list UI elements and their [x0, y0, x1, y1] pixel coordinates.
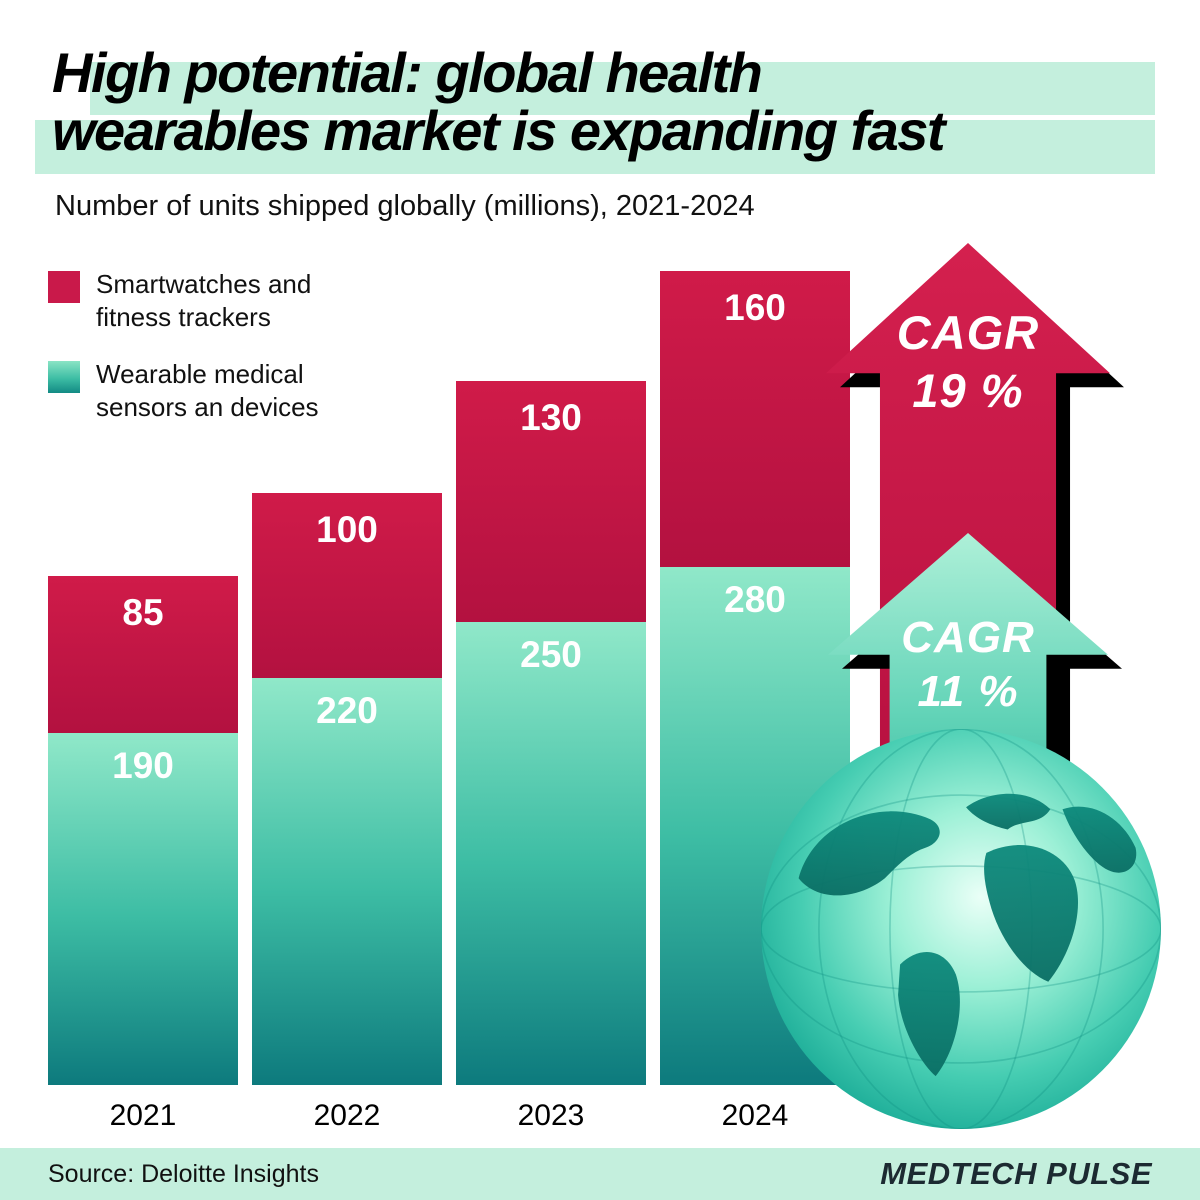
- legend-item-smartwatches: Smartwatches and fitness trackers: [48, 268, 368, 334]
- bar-segment-sensors-2023: 250: [456, 622, 646, 1085]
- bar-value-smartwatches-2022: 100: [316, 509, 378, 550]
- bar-group-2023: 130 250 2023: [456, 381, 646, 1132]
- bar-group-2022: 100 220 2022: [252, 493, 442, 1132]
- bar-chart: 85 190 2021 100 220 2022 130 250 2023 160 280 2024: [48, 245, 850, 1132]
- footer-bar: Source: Deloitte Insights MEDTECH PULSE: [0, 1148, 1200, 1200]
- globe-icon: [761, 729, 1161, 1129]
- source-credit: Source: Deloitte Insights: [48, 1159, 319, 1188]
- title-highlight-band-2: [35, 120, 1155, 174]
- bar-value-smartwatches-2021: 85: [122, 592, 164, 633]
- cagr-red-value: 19 %: [912, 364, 1024, 417]
- bar-segment-smartwatches-2023: 130: [456, 381, 646, 622]
- legend-swatch-teal: [48, 361, 80, 393]
- brand-logo: MEDTECH PULSE: [880, 1156, 1152, 1191]
- bar-segment-smartwatches-2021: 85: [48, 576, 238, 733]
- bar-segment-sensors-2021: 190: [48, 733, 238, 1085]
- page-title-line-2: wearables market is expanding fast: [52, 99, 946, 162]
- legend-label-sensors: Wearable medical sensors an devices: [96, 359, 319, 422]
- bar-value-sensors-2021: 190: [112, 745, 174, 786]
- x-axis-label-2023: 2023: [517, 1099, 585, 1132]
- legend-label-smartwatches: Smartwatches and fitness trackers: [96, 269, 312, 332]
- bar-value-sensors-2022: 220: [316, 690, 378, 731]
- legend-item-sensors: Wearable medical sensors an devices: [48, 358, 368, 424]
- title-highlight-band-1: [90, 62, 1155, 115]
- bar-segment-smartwatches-2024: 160: [660, 271, 850, 567]
- cagr-teal-label: CAGR: [901, 613, 1035, 662]
- x-axis-label-2021: 2021: [109, 1099, 177, 1132]
- bar-value-smartwatches-2023: 130: [520, 397, 582, 438]
- bar-value-smartwatches-2024: 160: [724, 287, 786, 328]
- bar-segment-sensors-2022: 220: [252, 678, 442, 1085]
- cagr-red-label: CAGR: [896, 306, 1040, 359]
- chart-subtitle: Number of units shipped globally (millio…: [55, 190, 755, 222]
- bar-value-sensors-2023: 250: [520, 634, 582, 675]
- bar-value-sensors-2024: 280: [724, 579, 786, 620]
- cagr-teal-value: 11 %: [917, 667, 1019, 716]
- x-axis-label-2022: 2022: [313, 1099, 381, 1132]
- bar-group-2021: 85 190 2021: [48, 576, 238, 1132]
- page-title-line-1: High potential: global health: [52, 41, 763, 104]
- legend-swatch-red: [48, 271, 80, 303]
- bar-segment-smartwatches-2022: 100: [252, 493, 442, 678]
- chart-legend: Smartwatches and fitness trackers Wearab…: [48, 268, 368, 448]
- x-axis-label-2024: 2024: [721, 1099, 789, 1132]
